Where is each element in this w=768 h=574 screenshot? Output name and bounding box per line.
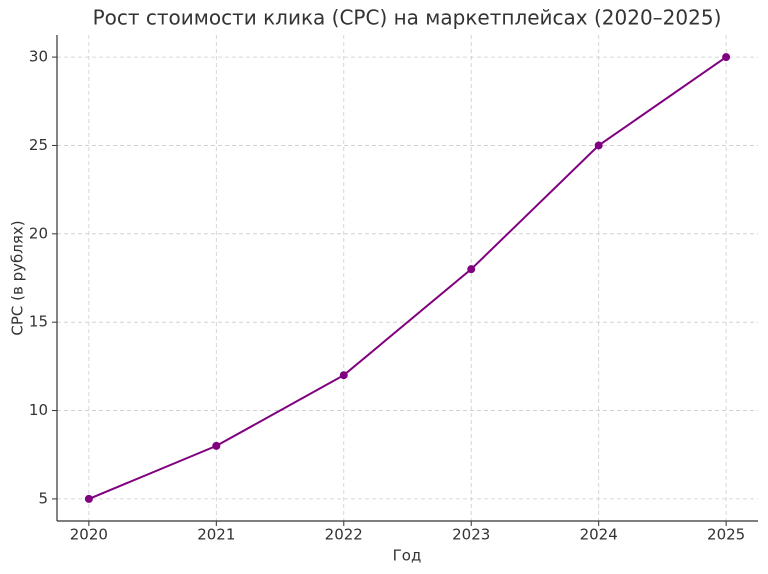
y-tick-label: 30 xyxy=(29,48,48,66)
x-tick-label: 2021 xyxy=(197,526,235,544)
y-tick-label: 15 xyxy=(29,313,48,331)
y-tick-label: 5 xyxy=(38,489,48,507)
y-axis-label: CPC (в рублях) xyxy=(9,220,27,335)
y-tick-label: 10 xyxy=(29,401,48,419)
x-tick-label: 2024 xyxy=(580,526,618,544)
x-tick-label: 2022 xyxy=(325,526,363,544)
data-line xyxy=(88,56,727,500)
data-point xyxy=(339,371,348,380)
y-tick-label: 20 xyxy=(29,224,48,242)
x-axis-label: Год xyxy=(393,547,422,565)
chart-title: Рост стоимости клика (CPC) на маркетплей… xyxy=(93,6,722,30)
x-tick-label: 2025 xyxy=(707,526,745,544)
data-point xyxy=(722,53,731,62)
data-point xyxy=(212,441,221,450)
data-point xyxy=(467,265,476,274)
y-tick-label: 25 xyxy=(29,136,48,154)
data-point xyxy=(594,141,603,150)
x-tick-label: 2020 xyxy=(70,526,108,544)
x-tick-label: 2023 xyxy=(452,526,490,544)
data-point xyxy=(84,494,93,503)
